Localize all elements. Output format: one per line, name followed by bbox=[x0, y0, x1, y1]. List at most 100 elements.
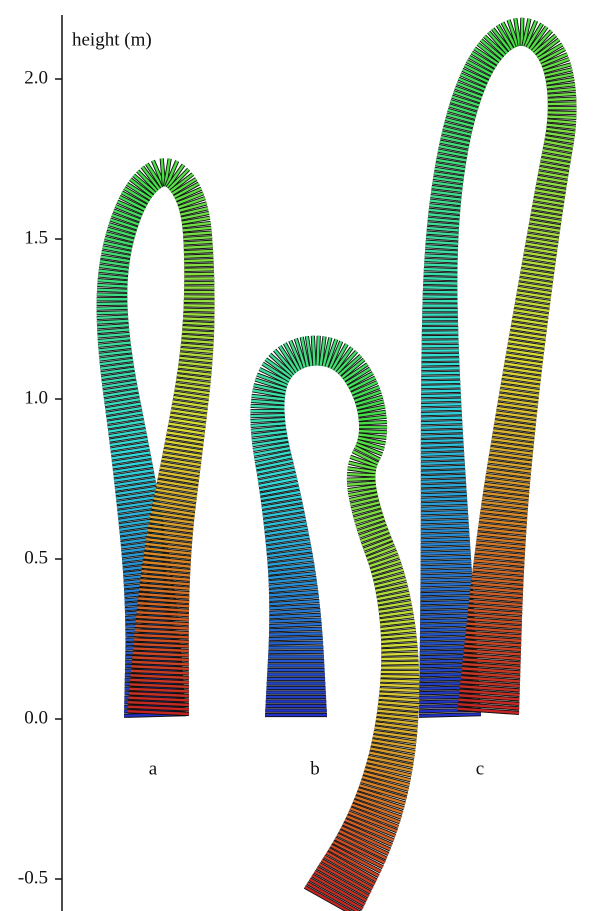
rod bbox=[250, 399, 285, 405]
rod bbox=[367, 550, 398, 564]
rod bbox=[458, 698, 520, 706]
rod bbox=[507, 340, 545, 348]
rod bbox=[160, 158, 166, 187]
rod bbox=[130, 669, 189, 675]
rod bbox=[148, 524, 194, 533]
rod bbox=[323, 855, 376, 886]
rod bbox=[306, 881, 360, 911]
rod bbox=[420, 488, 467, 493]
rod bbox=[264, 522, 307, 532]
rod bbox=[509, 331, 546, 339]
rod bbox=[336, 350, 358, 374]
rod bbox=[420, 443, 464, 447]
rod bbox=[543, 63, 572, 74]
rod bbox=[182, 226, 212, 232]
rod bbox=[477, 532, 526, 540]
rod bbox=[468, 604, 523, 611]
rod bbox=[330, 844, 382, 873]
rod bbox=[100, 363, 134, 370]
rod bbox=[268, 632, 323, 636]
rod bbox=[472, 572, 524, 580]
rod bbox=[132, 656, 189, 662]
rod bbox=[532, 202, 564, 210]
rod bbox=[456, 82, 484, 95]
rod bbox=[430, 194, 462, 201]
rod bbox=[102, 246, 132, 255]
rod bbox=[427, 222, 460, 228]
rod bbox=[160, 461, 201, 471]
rod bbox=[487, 460, 532, 469]
rod bbox=[424, 258, 458, 263]
rod bbox=[136, 606, 190, 613]
rod bbox=[420, 596, 474, 600]
rod bbox=[501, 21, 517, 48]
rod bbox=[420, 524, 469, 529]
rod bbox=[352, 505, 381, 516]
rod bbox=[428, 208, 461, 214]
rod bbox=[467, 613, 523, 620]
rod bbox=[420, 515, 469, 520]
rod bbox=[380, 675, 420, 679]
rod bbox=[127, 709, 190, 716]
rod bbox=[438, 144, 469, 154]
rod bbox=[134, 629, 189, 635]
rod bbox=[266, 544, 312, 554]
rod bbox=[379, 619, 415, 626]
rod bbox=[157, 475, 199, 485]
rod bbox=[420, 578, 473, 582]
rod bbox=[380, 624, 416, 631]
rod bbox=[511, 317, 548, 326]
rod bbox=[143, 556, 191, 564]
rod bbox=[429, 203, 461, 210]
rod bbox=[99, 264, 129, 271]
rod bbox=[163, 158, 171, 187]
rod bbox=[128, 696, 189, 702]
rod bbox=[491, 27, 512, 52]
rod bbox=[347, 467, 376, 474]
rod bbox=[349, 492, 378, 502]
rod bbox=[503, 366, 542, 375]
rod bbox=[378, 700, 419, 707]
rod bbox=[381, 642, 418, 648]
rod bbox=[318, 862, 372, 894]
rod bbox=[427, 217, 460, 223]
rod bbox=[420, 533, 470, 538]
rod bbox=[180, 347, 214, 354]
rod bbox=[459, 685, 520, 692]
rod bbox=[535, 38, 560, 58]
rod bbox=[364, 767, 411, 782]
rod bbox=[181, 330, 215, 335]
rod bbox=[473, 559, 525, 567]
rod bbox=[158, 470, 200, 480]
rod bbox=[111, 213, 140, 226]
rod bbox=[481, 500, 529, 509]
rod bbox=[502, 371, 542, 380]
rod bbox=[420, 506, 468, 511]
rod bbox=[146, 533, 193, 542]
rod bbox=[98, 269, 129, 276]
rod bbox=[113, 468, 154, 478]
rod bbox=[485, 473, 531, 482]
rod bbox=[97, 328, 130, 334]
rod bbox=[522, 255, 556, 264]
rod bbox=[173, 182, 200, 199]
rod bbox=[289, 340, 304, 370]
rod bbox=[112, 464, 154, 473]
rod bbox=[99, 259, 130, 267]
rod bbox=[475, 545, 526, 553]
rod bbox=[496, 24, 514, 50]
rod bbox=[166, 164, 185, 189]
rod bbox=[347, 811, 398, 833]
rod bbox=[507, 19, 519, 47]
rod bbox=[473, 563, 525, 571]
rod bbox=[347, 371, 374, 388]
rod bbox=[356, 439, 385, 451]
rod bbox=[544, 68, 573, 77]
rod bbox=[420, 501, 468, 506]
rod bbox=[353, 799, 402, 819]
rod bbox=[268, 581, 318, 588]
rod bbox=[468, 599, 523, 607]
rod bbox=[116, 200, 144, 214]
rod bbox=[183, 240, 213, 245]
rod bbox=[425, 235, 459, 241]
